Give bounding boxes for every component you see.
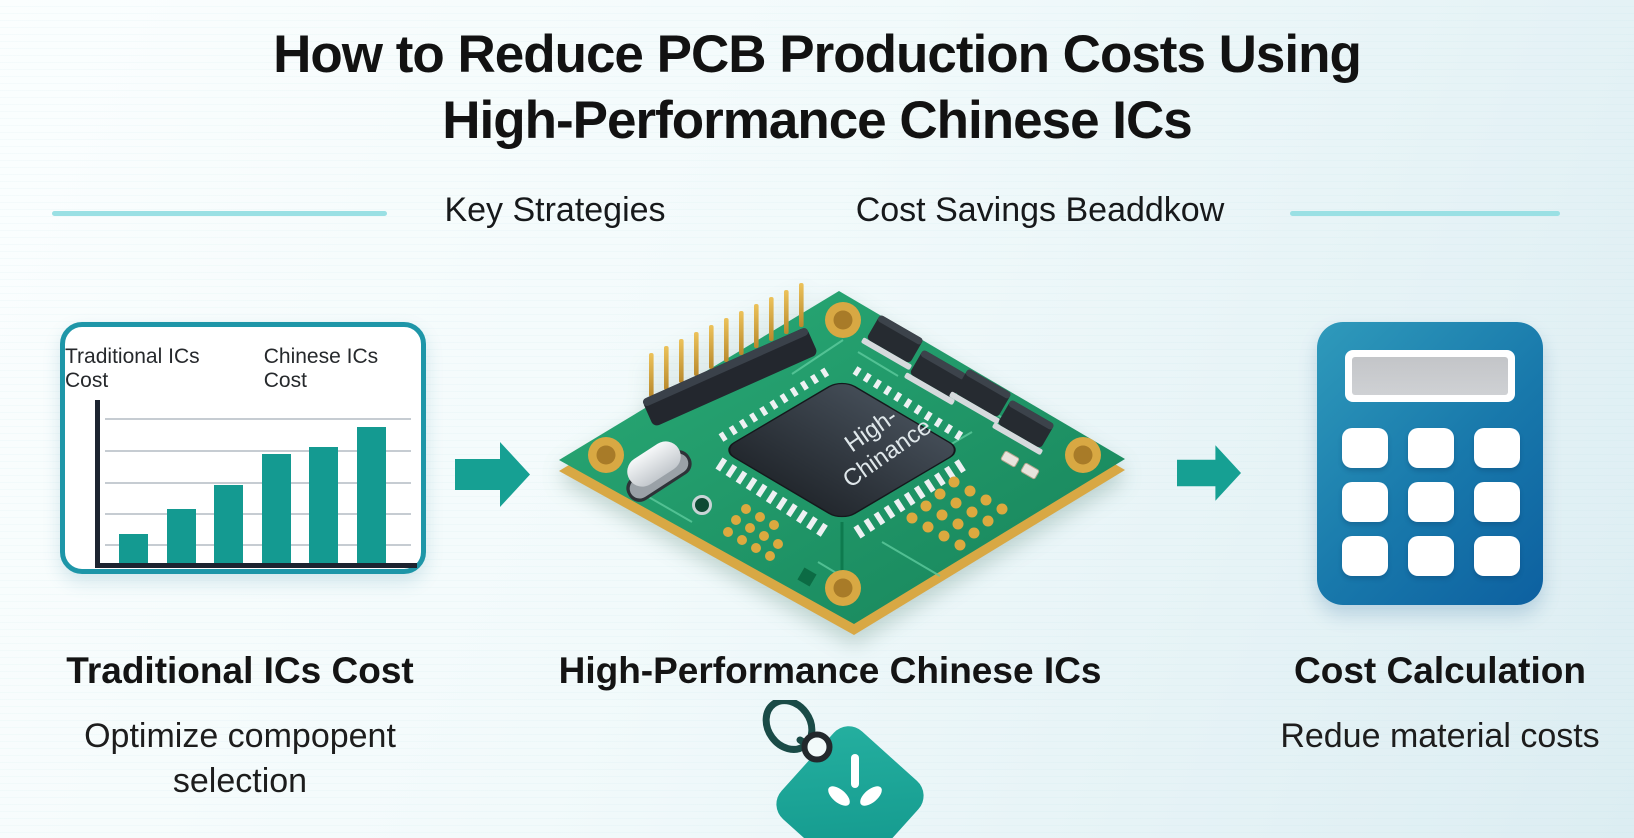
- right-arrow-icon: [1177, 445, 1241, 501]
- heading-high-performance-chinese-ics: High-Performance Chinese ICs: [558, 650, 1102, 691]
- gold-pads-left: [723, 504, 783, 561]
- calculator-button: [1342, 482, 1388, 522]
- heading-traditional-ics-cost: Traditional ICs Cost: [66, 650, 414, 691]
- divider-line-left: [52, 211, 387, 216]
- cost-comparison-chart-card: Traditional ICs Cost Chinese ICs Cost: [60, 322, 426, 574]
- calculator-button: [1408, 428, 1454, 468]
- right-arrow-icon: [455, 442, 530, 507]
- calculator-button: [1474, 428, 1520, 468]
- chart-gridline: [105, 482, 411, 484]
- legend-chinese-ics-cost: Chinese ICs Cost: [263, 345, 379, 392]
- gold-pads-right: [906, 476, 1008, 551]
- tag-hole: [801, 731, 833, 763]
- crystal-oscillator: [626, 441, 692, 502]
- chart-bar: [119, 534, 148, 563]
- pcb-board-illustration: High- Chinance: [559, 283, 1125, 635]
- chart-bar: [262, 454, 291, 563]
- desc-optimize-component-selection: Optimize compopent selection: [84, 717, 396, 800]
- desc-reduce-material-costs: Redue material costs: [1280, 717, 1600, 755]
- calculator-screen: [1352, 357, 1508, 395]
- chart-bars: [65, 327, 421, 563]
- chart-gridline: [105, 544, 411, 546]
- calculator-button: [1474, 482, 1520, 522]
- chart-gridline: [105, 450, 411, 452]
- chart-y-axis: [95, 400, 100, 568]
- page-title: How to Reduce PCB Production Costs Using…: [0, 22, 1634, 154]
- legend-traditional-ics-cost: Traditional ICs Cost: [65, 345, 200, 392]
- calculator-display: [1345, 350, 1515, 402]
- pcb-via: [692, 495, 712, 515]
- subtitle-cost-savings: Cost Savings Beaddkow: [855, 191, 1225, 229]
- tag-down-arrow-sprout: [828, 754, 882, 806]
- chart-x-axis: [95, 563, 417, 568]
- pcb-pad-dark: [797, 567, 817, 587]
- chart-legend: Traditional ICs Cost Chinese ICs Cost: [65, 345, 421, 393]
- calculator-button: [1342, 536, 1388, 576]
- chart-gridline: [105, 513, 411, 515]
- calculator-icon: [1317, 322, 1543, 605]
- calculator-button: [1474, 536, 1520, 576]
- calculator-keypad: [1342, 428, 1520, 576]
- chart-bar: [167, 509, 196, 563]
- price-tag-icon: [762, 700, 924, 838]
- calculator-button: [1408, 536, 1454, 576]
- pin-header: [642, 283, 817, 426]
- calculator-button: [1408, 482, 1454, 522]
- smd-chips: [861, 315, 1054, 455]
- chart-bar: [309, 447, 338, 563]
- page-title-line2: High-Performance Chinese ICs: [442, 91, 1193, 150]
- chart-gridline: [105, 418, 411, 420]
- chart-bar: [357, 427, 386, 563]
- small-smd-parts: [1000, 450, 1040, 480]
- tag-body: [776, 726, 924, 838]
- divider-line-right: [1290, 211, 1560, 216]
- ic-chip: High- Chinance: [728, 382, 956, 518]
- pcb-mounting-holes: [588, 302, 1101, 606]
- page-title-line1: How to Reduce PCB Production Costs Using: [273, 25, 1362, 84]
- chart-bar: [214, 485, 243, 563]
- subtitle-key-strategies: Key Strategies: [444, 191, 666, 229]
- heading-cost-calculation: Cost Calculation: [1294, 650, 1586, 691]
- calculator-button: [1342, 428, 1388, 468]
- chip-leads: [715, 366, 969, 539]
